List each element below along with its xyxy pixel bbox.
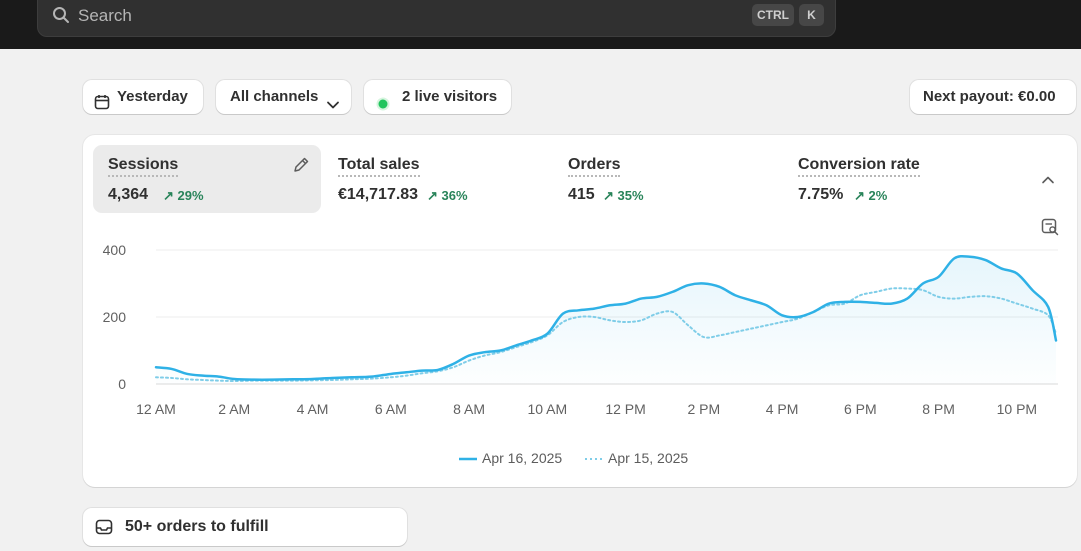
- series-line-apr16: [154, 254, 1058, 381]
- legend-solid-swatch: [459, 458, 477, 461]
- x-tick-label: 2 PM: [687, 401, 720, 417]
- top-bar: Search CTRL K: [0, 0, 1081, 49]
- shortcut-key-k: K: [799, 4, 824, 26]
- legend-item-apr15[interactable]: Apr 15, 2025: [585, 450, 688, 466]
- live-indicator-icon: [376, 90, 390, 124]
- metric-delta: ↗ 35%: [603, 188, 644, 203]
- x-tick-label: 4 PM: [766, 401, 799, 417]
- x-tick-label: 10 PM: [997, 401, 1037, 417]
- pencil-icon[interactable]: [292, 156, 310, 179]
- metric-title: Total sales: [338, 156, 420, 177]
- x-tick-label: 12 PM: [605, 401, 645, 417]
- chevron-up-icon[interactable]: [1040, 172, 1056, 193]
- metric-delta: ↗ 36%: [427, 188, 468, 203]
- date-range-button[interactable]: Yesterday: [83, 80, 203, 114]
- channels-dropdown[interactable]: All channels: [216, 80, 351, 114]
- chevron-down-icon: [326, 91, 340, 125]
- arrow-up-right-icon: ↗: [603, 188, 614, 203]
- search-input[interactable]: Search: [78, 6, 132, 25]
- legend-dotted-swatch: [585, 458, 603, 461]
- y-tick-label: 200: [103, 309, 127, 325]
- metric-title: Orders: [568, 156, 621, 177]
- orders-to-fulfill-button[interactable]: 50+ orders to fulfill: [83, 508, 407, 546]
- metric-value: 415: [568, 186, 595, 203]
- analytics-card: Sessions 4,364 ↗ 29% Total sales €14,717…: [83, 135, 1077, 487]
- next-payout-button[interactable]: Next payout: €0.00: [910, 80, 1076, 114]
- date-range-label: Yesterday: [117, 88, 188, 105]
- inbox-icon: [95, 518, 113, 541]
- chart-inspect-icon[interactable]: [1041, 218, 1059, 241]
- calendar-icon: [94, 89, 110, 123]
- shortcut-key-ctrl: CTRL: [752, 4, 794, 26]
- y-tick-label: 0: [118, 376, 126, 392]
- metric-value: €14,717.83: [338, 186, 419, 203]
- x-tick-label: 2 AM: [218, 401, 250, 417]
- metric-total-sales[interactable]: Total sales €14,717.83 ↗ 36%: [323, 145, 548, 213]
- legend-item-apr16[interactable]: Apr 16, 2025: [459, 450, 562, 466]
- x-tick-label: 12 AM: [136, 401, 176, 417]
- metric-orders[interactable]: Orders 415 ↗ 35%: [553, 145, 778, 213]
- search-icon: [52, 6, 70, 29]
- metric-delta: ↗ 29%: [163, 188, 204, 203]
- metric-delta: ↗ 2%: [854, 188, 888, 203]
- arrow-up-right-icon: ↗: [427, 188, 438, 203]
- x-tick-label: 10 AM: [527, 401, 567, 417]
- metric-sessions[interactable]: Sessions 4,364 ↗ 29%: [93, 145, 321, 213]
- live-visitors-button[interactable]: 2 live visitors: [364, 80, 511, 114]
- x-tick-label: 8 AM: [453, 401, 485, 417]
- x-tick-label: 6 PM: [844, 401, 877, 417]
- arrow-up-right-icon: ↗: [854, 188, 865, 203]
- metric-value: 7.75%: [798, 186, 844, 203]
- next-payout-label: Next payout: €0.00: [923, 88, 1056, 105]
- x-tick-label: 4 AM: [297, 401, 329, 417]
- live-visitors-label: 2 live visitors: [402, 88, 498, 105]
- orders-to-fulfill-label: 50+ orders to fulfill: [125, 518, 269, 535]
- y-tick-label: 400: [103, 242, 127, 258]
- metric-title: Conversion rate: [798, 156, 920, 177]
- metric-conversion-rate[interactable]: Conversion rate 7.75% ↗ 2%: [783, 145, 1008, 213]
- x-tick-label: 6 AM: [375, 401, 407, 417]
- metric-title: Sessions: [108, 156, 179, 177]
- x-tick-label: 8 PM: [922, 401, 955, 417]
- channels-label: All channels: [230, 88, 319, 105]
- sessions-chart: 400 200 0 12 AM 2 AM 4 AM 6 AM 8 AM 10 AM 12 PM 2 …: [103, 242, 1058, 417]
- arrow-up-right-icon: ↗: [163, 188, 174, 203]
- metric-value: 4,364: [108, 186, 149, 203]
- search-bar[interactable]: Search CTRL K: [37, 0, 836, 37]
